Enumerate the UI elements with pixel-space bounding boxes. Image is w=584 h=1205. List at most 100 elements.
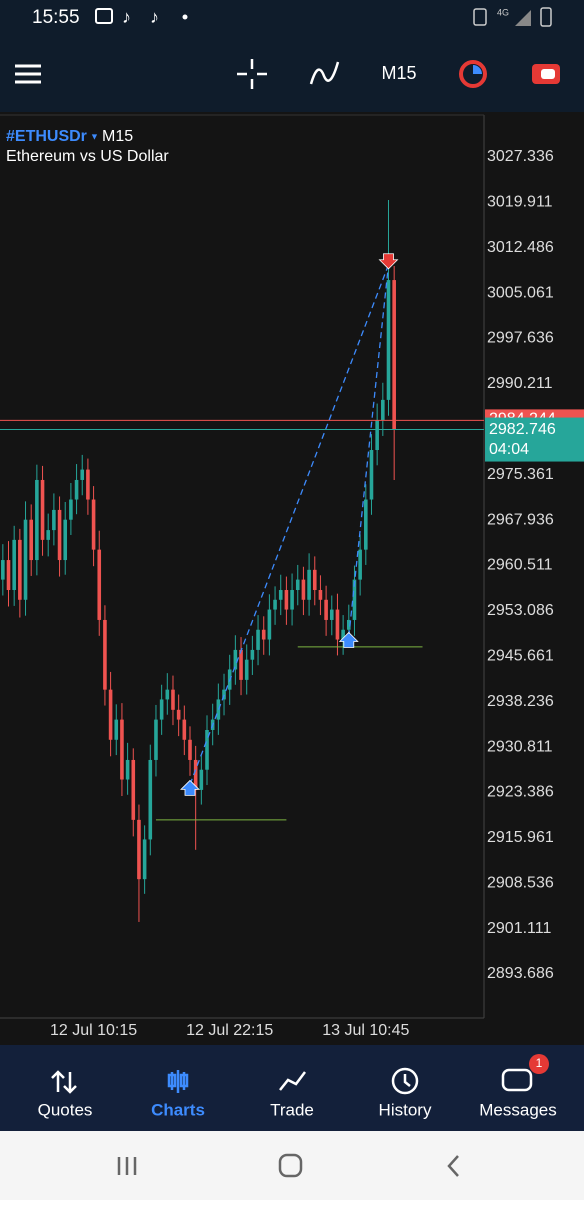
candle-body <box>23 519 28 600</box>
candle-body <box>52 509 56 531</box>
trade-button[interactable] <box>459 60 487 88</box>
candle-body <box>199 769 204 790</box>
history-icon-part <box>403 1074 411 1087</box>
candle-body <box>80 469 85 480</box>
y-tick-label: 2938.236 <box>487 693 554 710</box>
symbol-dropdown[interactable]: ▼ <box>90 131 99 141</box>
candle-body <box>148 759 153 840</box>
candle-body <box>35 479 39 561</box>
symbol[interactable]: #ETHUSDr <box>6 128 87 145</box>
candle-body <box>267 609 272 640</box>
candle-body <box>125 759 130 780</box>
candle-body <box>369 450 374 500</box>
messages-badge <box>529 1054 549 1074</box>
y-tick-label: 2901.111 <box>487 920 551 937</box>
back-button[interactable] <box>447 1155 459 1177</box>
nav-label[interactable]: Messages <box>479 1100 556 1119</box>
candle-body <box>63 519 68 561</box>
home-button[interactable] <box>278 1153 303 1178</box>
trade-arrow <box>180 779 200 796</box>
y-tick-label: 2908.536 <box>487 874 554 891</box>
candle-body <box>86 469 90 500</box>
y-tick-label: 2967.936 <box>487 511 554 528</box>
y-tick-label: 2893.686 <box>487 965 554 982</box>
candle-body <box>256 629 260 650</box>
candle-body <box>312 569 317 591</box>
candle-body <box>97 549 102 620</box>
candle-body <box>57 509 62 561</box>
x-tick-label: 13 Jul 10:45 <box>322 1022 409 1039</box>
countdown-label: 04:04 <box>489 441 529 458</box>
indicators-button[interactable] <box>309 61 340 85</box>
y-tick-label: 3005.061 <box>487 284 554 301</box>
menu-button[interactable] <box>15 64 41 84</box>
candle-body <box>18 539 22 600</box>
candle-body <box>12 539 16 591</box>
trade-button-part <box>473 65 482 74</box>
candle-body <box>301 579 306 600</box>
y-tick-label: 2915.961 <box>487 829 554 846</box>
x-tick-label: 12 Jul 22:15 <box>186 1022 273 1039</box>
candle-body <box>239 649 243 680</box>
candle-body <box>29 519 33 561</box>
candle-body <box>40 479 45 540</box>
candle-body <box>329 609 334 620</box>
badge-count: 1 <box>536 1056 543 1070</box>
y-tick-label: 2975.361 <box>487 466 554 483</box>
candle-body <box>46 530 51 540</box>
y-tick-label: 2923.386 <box>487 784 554 801</box>
candle-body <box>284 590 289 610</box>
candle-body <box>74 479 79 500</box>
status-time: 15:55 <box>32 7 80 28</box>
y-tick-label: 3027.336 <box>487 148 554 165</box>
candle-body <box>176 709 181 720</box>
account-button-part <box>541 69 555 79</box>
candle-body <box>103 619 107 690</box>
charts-icon-part <box>167 1073 177 1088</box>
candle-body <box>244 659 249 680</box>
y-tick-label: 3019.911 <box>487 194 553 211</box>
candle-body <box>307 569 311 600</box>
trade-icon <box>279 1071 306 1091</box>
candle-body <box>290 590 294 610</box>
plot <box>1 199 423 922</box>
candle-body <box>171 689 175 710</box>
battery-icon <box>540 7 552 27</box>
candle-body <box>278 590 283 600</box>
candle-body <box>108 689 113 740</box>
y-tick-label: 2953.086 <box>487 602 554 619</box>
candle-body <box>154 719 158 760</box>
candle-body <box>346 619 351 630</box>
crosshair-button[interactable] <box>237 59 267 89</box>
candle-body <box>1 560 5 580</box>
candle-body <box>182 719 187 740</box>
y-tick-label: 2990.211 <box>487 375 553 392</box>
chart-timeframe: M15 <box>102 128 133 145</box>
candle-body <box>364 499 368 550</box>
trade-link <box>189 264 390 785</box>
candle-body <box>335 609 340 640</box>
trade-arrow <box>338 631 359 648</box>
system-nav <box>0 1131 584 1200</box>
timeframe-button[interactable]: M15 <box>381 63 416 83</box>
candle-body <box>233 649 238 670</box>
charts-icon-part <box>179 1073 189 1088</box>
candle-body <box>137 819 141 880</box>
trade-link <box>348 264 390 637</box>
tiktok-icon: ♪ <box>150 7 159 27</box>
recents-button[interactable] <box>117 1157 137 1175</box>
candle-body <box>165 689 170 700</box>
candle-body <box>193 759 198 790</box>
nav-label[interactable]: Charts <box>151 1100 205 1119</box>
y-tick-label: 3012.486 <box>487 239 554 256</box>
candle-body <box>250 649 255 660</box>
candle-body <box>381 399 385 421</box>
messages-icon <box>501 1068 533 1092</box>
nav-label[interactable]: History <box>379 1100 432 1119</box>
nav-label[interactable]: Quotes <box>38 1100 93 1119</box>
candle-body <box>295 579 300 591</box>
candle-body <box>142 839 147 880</box>
nav-label[interactable]: Trade <box>270 1100 314 1119</box>
candle-body <box>222 689 226 700</box>
